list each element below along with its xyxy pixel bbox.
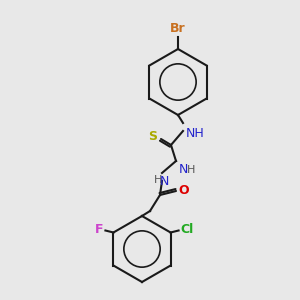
Text: H: H [154, 175, 162, 185]
Text: H: H [187, 165, 195, 175]
Text: NH: NH [186, 127, 205, 140]
Text: Br: Br [170, 22, 186, 35]
Text: N: N [179, 163, 188, 176]
Text: O: O [178, 184, 189, 196]
Text: S: S [148, 130, 157, 143]
Text: F: F [95, 223, 103, 236]
Text: Cl: Cl [181, 223, 194, 236]
Text: N: N [160, 175, 169, 188]
